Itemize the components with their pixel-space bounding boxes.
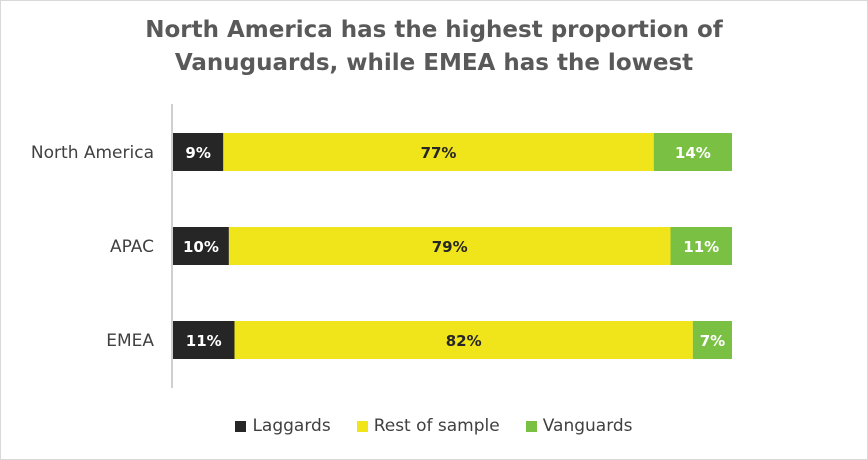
data-label-north-america-rest-of-sample: 77% — [421, 144, 457, 162]
data-label-apac-laggards: 10% — [183, 238, 219, 256]
legend-swatch-laggards — [235, 420, 247, 432]
bar-apac-laggards — [173, 227, 229, 265]
category-labels: North America APAC EMEA — [31, 143, 154, 351]
category-label-north-america: North America — [31, 143, 154, 163]
legend-item-vanguards: Vanguards — [525, 416, 633, 436]
legend: Laggards Rest of sample Vanguards — [0, 416, 868, 436]
bar-north-america-rest-of-sample — [223, 133, 654, 171]
chart-title: North America has the highest proportion… — [0, 14, 868, 80]
bar-emea-laggards — [173, 321, 235, 359]
legend-item-laggards: Laggards — [235, 416, 331, 436]
bar-north-america-laggards — [173, 133, 224, 171]
category-label-apac: APAC — [110, 237, 154, 257]
data-label-emea-vanguards: 7% — [700, 332, 725, 350]
bar-emea-rest-of-sample — [234, 321, 693, 359]
data-label-emea-rest-of-sample: 82% — [446, 332, 482, 350]
data-label-apac-rest-of-sample: 79% — [432, 238, 468, 256]
data-label-apac-vanguards: 11% — [683, 238, 719, 256]
data-label-emea-laggards: 11% — [186, 332, 222, 350]
legend-item-rest-of-sample: Rest of sample — [356, 416, 500, 436]
bar-apac-rest-of-sample — [228, 227, 671, 265]
legend-label-rest-of-sample: Rest of sample — [373, 416, 500, 436]
bar-north-america-vanguards — [653, 133, 732, 171]
chart-title-line-2: Vanuguards, while EMEA has the lowest — [174, 50, 694, 76]
bar-emea-vanguards — [692, 321, 732, 359]
bars-group: 9% 77% 14% 10% 79% 11% 11% 82% 7% — [173, 133, 732, 359]
data-label-north-america-vanguards: 14% — [675, 144, 711, 162]
chart-title-line-1: North America has the highest proportion… — [145, 17, 723, 43]
category-label-emea: EMEA — [106, 331, 154, 351]
bar-apac-vanguards — [670, 227, 732, 265]
legend-swatch-rest-of-sample — [356, 420, 368, 432]
data-label-north-america-laggards: 9% — [185, 144, 210, 162]
legend-swatch-vanguards — [525, 420, 537, 432]
legend-label-laggards: Laggards — [252, 416, 331, 436]
legend-label-vanguards: Vanguards — [542, 416, 633, 436]
